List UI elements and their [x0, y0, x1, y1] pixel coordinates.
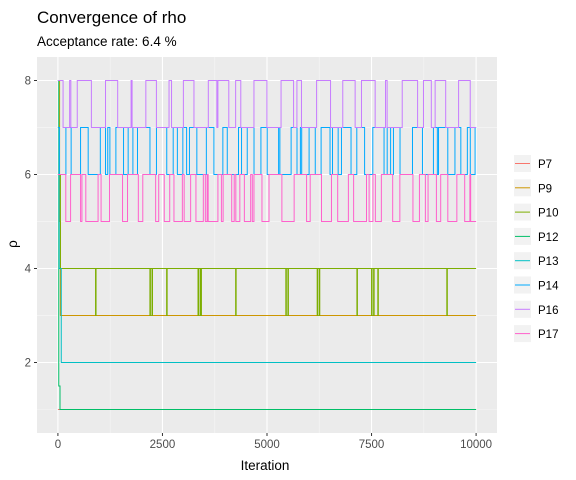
legend-label-p17: P17 [538, 329, 558, 341]
legend-label-p14: P14 [538, 281, 559, 293]
x-tick-label: 5000 [254, 439, 280, 451]
x-axis-label: Iteration [241, 458, 290, 473]
y-tick-label: 2 [25, 358, 31, 370]
axes: 0 2500 5000 7500 10000 2 4 6 8 [25, 76, 492, 452]
legend-label-p10: P10 [538, 208, 558, 220]
series-line-p17 [57, 174, 477, 222]
legend-label-p9: P9 [538, 183, 552, 195]
plot-lines [57, 80, 477, 410]
legend-label-p7: P7 [538, 159, 552, 171]
chart-title: Convergence of rho [37, 8, 186, 27]
legend-label-p13: P13 [538, 256, 558, 268]
legend: P7 P9 P10 P12 P13 P14 P16 P17 [514, 155, 559, 343]
series-line-p10 [57, 174, 477, 316]
legend-label-p16: P16 [538, 305, 558, 317]
legend-label-p12: P12 [538, 232, 558, 244]
x-tick-label: 2500 [150, 439, 176, 451]
x-tick-label: 7500 [359, 439, 385, 451]
y-tick-label: 6 [25, 170, 31, 182]
series-line-p16 [57, 80, 477, 128]
y-tick-label: 8 [25, 76, 31, 88]
x-tick-label: 10000 [460, 439, 492, 451]
y-tick-label: 4 [25, 264, 32, 276]
y-axis-label: ρ [5, 240, 20, 248]
chart-subtitle: Acceptance rate: 6.4 % [37, 34, 177, 49]
x-tick-label: 0 [55, 439, 61, 451]
